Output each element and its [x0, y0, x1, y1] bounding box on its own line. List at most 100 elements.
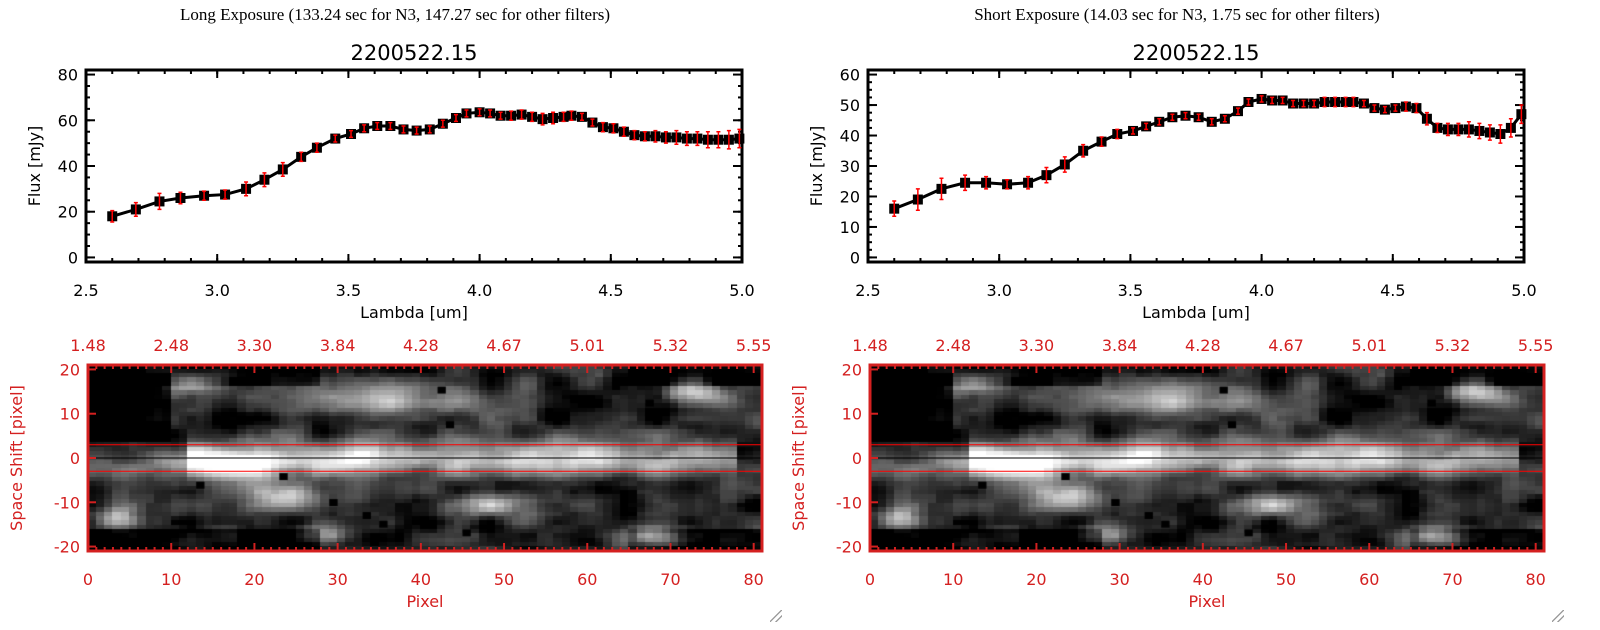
- top-x-tick-label: 2.48: [153, 336, 189, 355]
- y-axis-label: Flux [mJy]: [807, 126, 826, 207]
- error-bar: [1487, 124, 1492, 141]
- top-x-tick-label: 3.84: [320, 336, 356, 355]
- y-axis-label: Space Shift [pixel]: [7, 385, 26, 531]
- x-tick-label: 40: [1193, 570, 1213, 589]
- error-bar: [464, 109, 469, 118]
- error-bar: [1445, 122, 1450, 137]
- error-bar: [133, 201, 138, 218]
- error-bar: [1131, 127, 1136, 135]
- x-tick-label: 4.5: [598, 281, 623, 300]
- y-tick-label: 0: [70, 449, 80, 468]
- error-bar: [939, 177, 944, 201]
- top-x-tick-label: 5.32: [653, 336, 689, 355]
- error-bar: [1403, 101, 1408, 112]
- y-tick-label: -10: [836, 493, 862, 512]
- error-bar: [1456, 122, 1461, 137]
- x-tick-label: 30: [1109, 570, 1129, 589]
- y-tick-label: 10: [60, 405, 80, 424]
- error-bar: [519, 109, 524, 120]
- top-x-tick-label: 1.48: [852, 336, 888, 355]
- error-bar: [453, 113, 458, 123]
- x-tick-label: 20: [244, 570, 264, 589]
- error-bar: [349, 129, 354, 139]
- y-tick-label: 0: [850, 248, 860, 267]
- x-tick-label: 70: [660, 570, 680, 589]
- x-tick-label: 5.0: [729, 281, 754, 300]
- error-bar: [244, 181, 249, 197]
- x-axis-label: Pixel: [406, 592, 443, 611]
- error-bar: [1519, 104, 1524, 125]
- top-x-tick-label: 5.55: [1518, 336, 1554, 355]
- error-bar: [530, 111, 535, 123]
- top-x-tick-label: 2.48: [935, 336, 971, 355]
- error-bar: [477, 108, 482, 117]
- error-bar: [1291, 99, 1296, 108]
- error-bar: [1259, 95, 1264, 103]
- error-bar: [611, 122, 616, 134]
- error-bar: [314, 142, 319, 154]
- error-bar: [1322, 96, 1327, 108]
- error-bar: [579, 112, 584, 122]
- x-tick-label: 80: [743, 570, 763, 589]
- y-tick-label: 40: [840, 127, 860, 146]
- error-bar: [1280, 96, 1285, 105]
- left-panel: Long Exposure (133.24 sec for N3, 147.27…: [0, 0, 790, 630]
- top-x-tick-label: 1.48: [70, 336, 106, 355]
- top-x-tick-label: 3.84: [1102, 336, 1138, 355]
- x-tick-label: 3.5: [336, 281, 361, 300]
- x-tick-label: 4.5: [1380, 281, 1405, 300]
- y-tick-label: 40: [58, 157, 78, 176]
- error-bar: [1270, 96, 1275, 105]
- error-bar: [157, 192, 162, 211]
- error-bar: [1466, 121, 1471, 138]
- error-bar: [569, 110, 574, 122]
- error-bar: [726, 129, 731, 150]
- error-bar: [684, 130, 689, 147]
- error-bar: [1343, 96, 1348, 108]
- error-bar: [1435, 122, 1440, 134]
- top-x-tick-label: 4.28: [1185, 336, 1221, 355]
- error-bar: [540, 112, 545, 126]
- resize-grip-icon[interactable]: [770, 610, 782, 622]
- chart-title: 2200522.15: [1133, 41, 1260, 65]
- error-bar: [388, 121, 393, 131]
- x-tick-label: 3.5: [1118, 281, 1143, 300]
- top-x-tick-label: 5.55: [736, 336, 772, 355]
- error-bar: [1508, 118, 1513, 138]
- spectral-image-axes-long: 0 10 20 30 40 50 60 70 80 1.48 2.48 3.30 3.84 4.28 4.6…: [7, 336, 772, 611]
- error-bar: [737, 128, 742, 149]
- error-bar: [1099, 136, 1104, 147]
- y-axis-label: Space Shift [pixel]: [789, 385, 808, 531]
- error-bar: [1372, 104, 1377, 112]
- y-tick-label: -20: [836, 538, 862, 557]
- error-bar: [892, 200, 897, 218]
- y-tick-label: 20: [842, 360, 862, 379]
- x-tick-label: 70: [1442, 570, 1462, 589]
- error-bar: [1196, 113, 1201, 122]
- error-bar: [1393, 104, 1398, 112]
- resize-grip-icon[interactable]: [1552, 610, 1564, 622]
- error-bar: [1351, 96, 1356, 108]
- x-tick-label: 2.5: [73, 281, 98, 300]
- panel-header: Short Exposure (14.03 sec for N3, 1.75 s…: [974, 5, 1380, 24]
- panel-header: Long Exposure (133.24 sec for N3, 147.27…: [179, 5, 611, 24]
- y-tick-label: 30: [840, 157, 860, 176]
- error-bar: [632, 129, 637, 141]
- error-bar: [375, 121, 380, 131]
- top-x-tick-label: 5.32: [1435, 336, 1471, 355]
- x-tick-label: 20: [1026, 570, 1046, 589]
- error-bar: [223, 189, 228, 200]
- top-x-tick-label: 3.30: [1019, 336, 1055, 355]
- x-tick-label: 60: [1359, 570, 1379, 589]
- error-bar: [621, 126, 626, 138]
- error-bar: [414, 126, 419, 135]
- x-tick-label: 5.0: [1511, 281, 1536, 300]
- error-bar: [1062, 156, 1067, 173]
- error-bar: [1382, 105, 1387, 114]
- top-x-tick-label: 4.67: [486, 336, 522, 355]
- x-tick-label: 3.0: [204, 281, 229, 300]
- x-tick-label: 4.0: [467, 281, 492, 300]
- error-bar: [110, 209, 115, 223]
- x-tick-label: 40: [411, 570, 431, 589]
- x-tick-label: 50: [494, 570, 514, 589]
